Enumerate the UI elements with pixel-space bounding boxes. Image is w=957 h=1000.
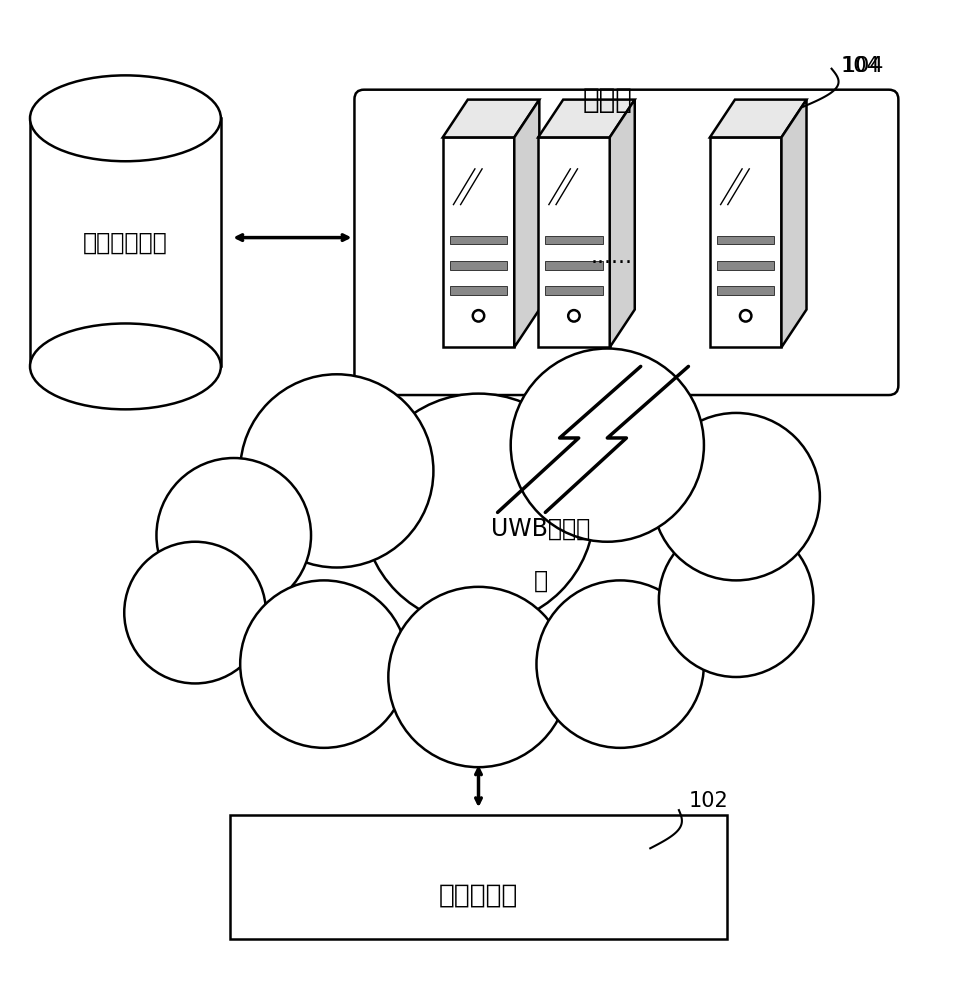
Text: 服务器: 服务器: [583, 86, 633, 114]
Ellipse shape: [30, 75, 221, 161]
FancyBboxPatch shape: [231, 815, 726, 939]
Polygon shape: [443, 137, 514, 347]
Circle shape: [156, 458, 311, 613]
Polygon shape: [545, 261, 603, 270]
Polygon shape: [710, 100, 807, 137]
Ellipse shape: [30, 323, 221, 409]
FancyBboxPatch shape: [354, 90, 899, 395]
Polygon shape: [450, 236, 507, 244]
Text: 102: 102: [688, 791, 728, 811]
Polygon shape: [30, 118, 221, 366]
Circle shape: [511, 349, 704, 542]
Text: 数据存储系统: 数据存储系统: [83, 230, 167, 254]
Text: ......: ......: [591, 247, 634, 267]
Polygon shape: [450, 261, 507, 270]
Text: UWB无线通: UWB无线通: [491, 517, 590, 541]
Circle shape: [363, 394, 594, 625]
Polygon shape: [782, 100, 807, 347]
Polygon shape: [710, 137, 782, 347]
Text: 104: 104: [841, 56, 880, 76]
Polygon shape: [538, 137, 610, 347]
Circle shape: [389, 587, 568, 767]
Text: 信: 信: [533, 569, 547, 593]
Polygon shape: [610, 100, 634, 347]
Circle shape: [658, 522, 813, 677]
Polygon shape: [717, 261, 774, 270]
Polygon shape: [545, 236, 603, 244]
Circle shape: [653, 413, 820, 580]
Text: 104: 104: [841, 56, 883, 76]
Polygon shape: [514, 100, 540, 347]
Polygon shape: [450, 286, 507, 295]
Circle shape: [240, 374, 434, 568]
Polygon shape: [443, 100, 540, 137]
Polygon shape: [717, 236, 774, 244]
Text: 超宽带基站: 超宽带基站: [439, 883, 518, 909]
Polygon shape: [717, 286, 774, 295]
Polygon shape: [545, 286, 603, 295]
Ellipse shape: [30, 323, 221, 409]
Circle shape: [124, 542, 266, 683]
Circle shape: [537, 580, 704, 748]
Circle shape: [240, 580, 408, 748]
Polygon shape: [538, 100, 634, 137]
